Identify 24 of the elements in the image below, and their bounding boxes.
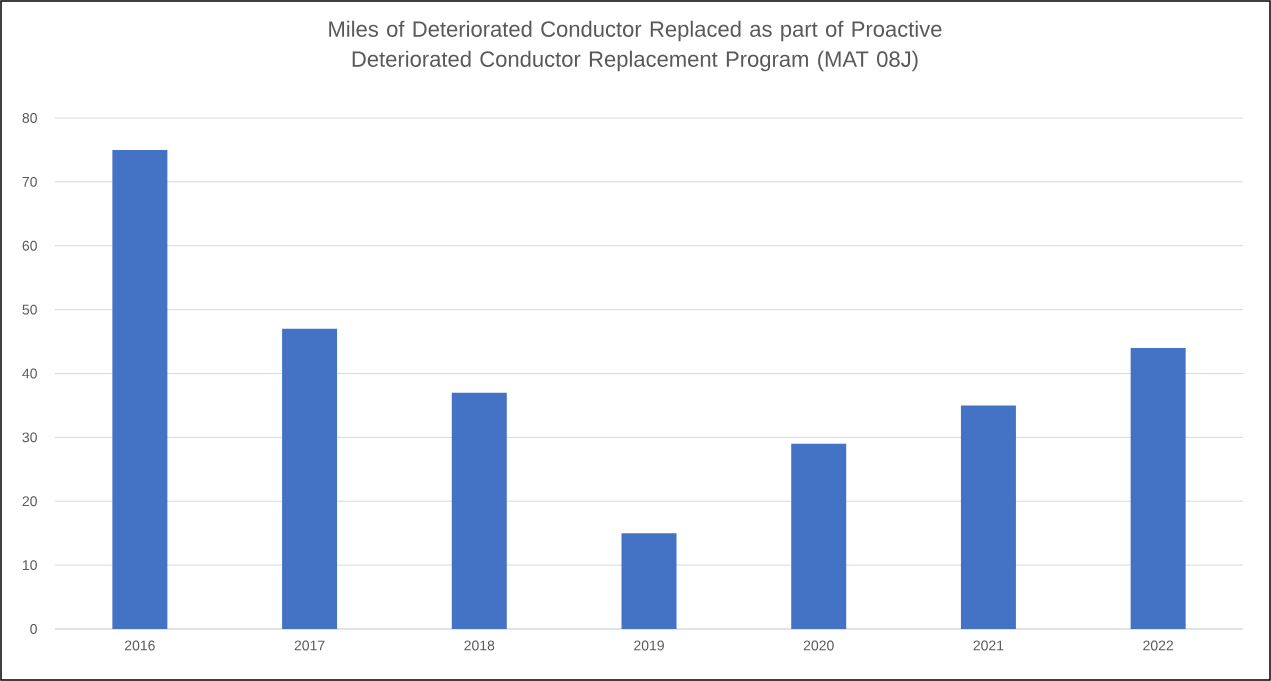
bar [960,405,1016,629]
bar [112,149,168,629]
y-tick-label: 60 [22,240,37,251]
x-tick-label: 2021 [973,640,1004,651]
x-tick-label: 2020 [803,640,834,651]
bar [282,328,338,629]
bar [621,533,677,629]
bar [1130,347,1186,629]
y-tick-label: 30 [22,432,37,443]
y-tick-label: 80 [22,113,37,123]
bar [791,443,847,629]
bar [451,392,507,629]
y-tick-label: 20 [22,496,37,507]
y-tick-label: 10 [22,560,37,571]
x-tick-label: 2017 [294,640,325,651]
y-tick-label: 50 [22,304,37,315]
y-tick-label: 0 [30,624,37,634]
x-tick-label: 2016 [125,640,155,651]
y-tick-label: 70 [22,176,37,187]
x-tick-label: 2019 [634,640,664,651]
chart-title: Miles of Deteriorated Conductor Replaced as part of Proactive Deteriorated Conductor Replacement Program (MAT 08J) [329,20,942,72]
y-tick-label: 40 [22,368,37,379]
x-tick-label: 2018 [464,640,495,651]
x-tick-label: 2022 [1143,640,1174,651]
